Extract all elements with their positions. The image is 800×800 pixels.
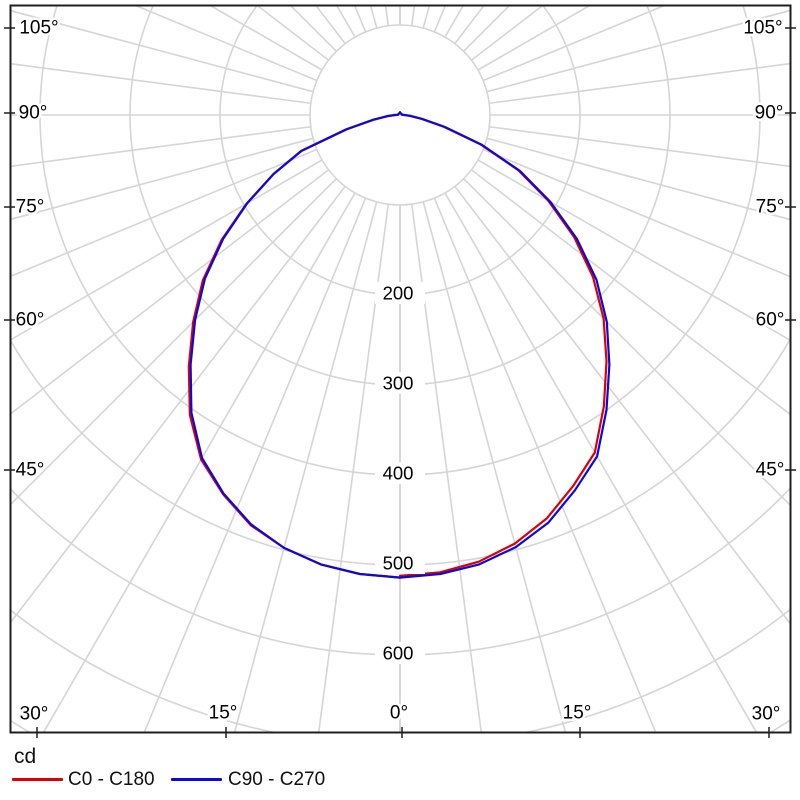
legend-swatch-c90-line <box>171 778 222 781</box>
grid-radial-line <box>477 159 791 342</box>
grid-radial-line <box>486 137 791 221</box>
angle-label-left: 90° <box>19 103 48 124</box>
grid-radial-line <box>422 201 567 733</box>
grid-radial-line <box>482 148 791 278</box>
grid-radial-line <box>486 9 791 93</box>
legend-entry-c0: C0 - C180 <box>68 769 155 790</box>
grid-radial-line <box>10 9 314 93</box>
angle-label-left: 105° <box>19 18 58 39</box>
angle-label-right: 45° <box>756 460 785 481</box>
ring-label: 400 <box>383 463 414 484</box>
grid-radial-line <box>454 185 791 626</box>
ring-label: 500 <box>383 553 414 574</box>
angle-label-bottom: 15° <box>209 703 238 724</box>
legend-swatch-c0-line <box>12 778 63 781</box>
ring-label: 300 <box>383 373 414 394</box>
grid-radial-line <box>433 197 657 733</box>
angle-label-bottom: 30° <box>752 704 781 725</box>
grid-radial-line <box>444 192 758 733</box>
grid-radial-line <box>10 159 323 341</box>
angle-label-bottom: 0° <box>390 703 408 724</box>
angle-label-right: 90° <box>755 103 784 124</box>
grid-radial-line <box>482 5 667 82</box>
ring-label-backdrop <box>375 462 425 484</box>
angle-label-left: 75° <box>16 197 45 218</box>
legend: C0 - C180 C90 - C270 <box>0 769 800 791</box>
grid-radial-line <box>10 169 330 415</box>
grid-radial-line <box>470 169 791 416</box>
ring-label: 200 <box>383 283 414 304</box>
grid-radial-line <box>10 178 337 506</box>
grid-radial-line <box>463 178 791 507</box>
grid-radial-line <box>410 204 483 733</box>
ring-label-backdrop <box>375 552 425 574</box>
angle-label-left: 60° <box>16 310 45 331</box>
grid-radial-line <box>233 201 378 733</box>
grid-radial-line <box>477 5 592 71</box>
angle-label-left: 45° <box>16 460 45 481</box>
legend-unit-label: cd <box>14 745 37 768</box>
grid-radial-line <box>143 197 367 733</box>
ring-label-backdrop <box>375 282 425 304</box>
grid-radial-line <box>42 192 356 733</box>
angle-label-right: 105° <box>743 18 782 39</box>
angle-label-right: 60° <box>756 310 785 331</box>
grid-radial-line <box>10 137 314 221</box>
grid-radial-line <box>208 5 323 71</box>
ring-label-backdrop <box>375 372 425 394</box>
grid-radial-line <box>10 148 318 278</box>
grid-radial-line <box>133 5 318 82</box>
grid-radial-line <box>489 62 791 105</box>
grid-radial-line <box>489 125 791 168</box>
grid-radial-line <box>10 125 311 168</box>
ring-label: 600 <box>383 643 414 664</box>
angle-label-right: 75° <box>756 197 785 218</box>
plot-border <box>9 4 792 734</box>
legend-entry-c90: C90 - C270 <box>228 769 326 790</box>
angle-label-bottom: 15° <box>563 703 592 724</box>
series-curve-c90-c270 <box>189 111 611 579</box>
grid-radial-line <box>317 204 390 733</box>
angle-label-bottom: 30° <box>20 704 49 725</box>
grid-radial-line <box>10 62 311 105</box>
grid-radial-line <box>10 185 346 624</box>
ring-label-backdrop <box>375 642 425 664</box>
